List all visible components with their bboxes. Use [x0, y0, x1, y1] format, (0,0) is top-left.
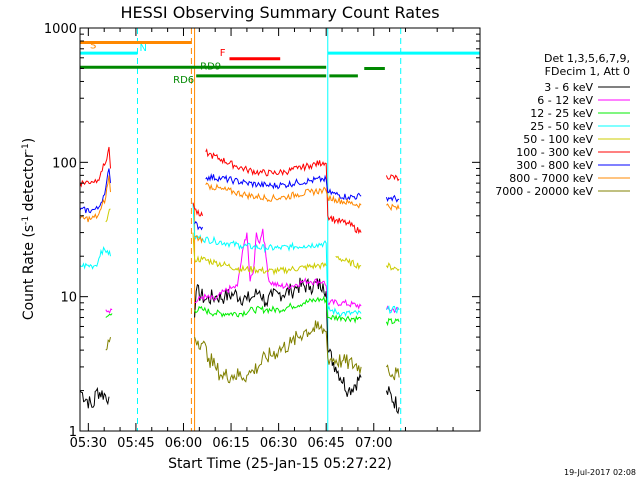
y-axis-label-part: Count Rate (s: [21, 225, 37, 320]
legend-label-1: 6 - 12 keV: [537, 94, 593, 107]
x-tick-label-6: 07:00: [355, 436, 392, 451]
series-line-8: [105, 320, 400, 384]
legend: Det 1,3,5,6,7,9,FDecim 1, Att 0 3 - 6 keV…: [495, 52, 630, 198]
series-line-1: [105, 228, 400, 314]
legend-label-2: 12 - 25 keV: [530, 107, 593, 120]
series-line-7: [80, 175, 400, 244]
legend-label-7: 800 - 7000 keV: [509, 172, 593, 185]
series-line-6: [80, 168, 400, 231]
y-tick-label-0: 1: [69, 425, 77, 440]
series-line-2: [105, 295, 400, 327]
y-axis-label-part: detector: [21, 152, 37, 216]
y-axis-label: Count Rate (s-1 detector-1): [21, 138, 37, 320]
legend-label-0: 3 - 6 keV: [544, 81, 593, 94]
legend-label-4: 50 - 100 keV: [523, 133, 593, 146]
x-tick-label-3: 06:15: [212, 436, 249, 451]
footer-date: 19-Jul-2017 02:08: [564, 468, 636, 477]
x-tick-label-2: 06:00: [165, 436, 202, 451]
y-axis-label-part: ): [21, 138, 37, 143]
plot-frame: [79, 27, 481, 432]
state-label-3: RD9: [200, 61, 221, 72]
series-line-0: [80, 277, 400, 415]
y-axis-label-part: -1: [21, 216, 31, 225]
x-tick-label-4: 06:30: [260, 436, 297, 451]
y-tick-label-1: 10: [60, 291, 77, 306]
legend-label-8: 7000 - 20000 keV: [495, 185, 593, 198]
state-label-4: RD6: [173, 75, 194, 86]
y-tick-label-3: 1000: [44, 22, 77, 37]
state-label-1: N: [139, 43, 146, 54]
vertical-markers: [136, 28, 402, 431]
legend-label-3: 25 - 50 keV: [530, 120, 593, 133]
legend-header-0: Det 1,3,5,6,7,9,: [544, 52, 630, 65]
chart-title: HESSI Observing Summary Count Rates: [120, 3, 439, 22]
state-bars: S N F RD9 RD6: [80, 40, 480, 86]
series-line-5: [80, 146, 400, 235]
state-label-2: F: [220, 48, 226, 59]
x-axis: 05:30 05:45 06:00 06:15 06:30 06:45 07:00: [70, 28, 454, 451]
x-tick-label-5: 06:45: [307, 436, 344, 451]
y-axis: 1 10 100 1000: [44, 22, 480, 440]
state-label-0: S: [90, 40, 96, 51]
x-tick-label-0: 05:30: [70, 436, 107, 451]
x-axis-label: Start Time (25-Jan-15 05:27:22): [168, 456, 392, 472]
legend-label-5: 100 - 300 keV: [516, 146, 593, 159]
series-lines: [80, 146, 400, 415]
y-axis-label-part: -1: [21, 143, 31, 152]
series-line-4: [105, 208, 400, 276]
y-tick-label-2: 100: [52, 156, 77, 171]
series-line-3: [80, 202, 400, 318]
legend-header-1: FDecim 1, Att 0: [545, 65, 630, 78]
x-tick-label-1: 05:45: [117, 436, 154, 451]
legend-label-6: 300 - 800 keV: [516, 159, 593, 172]
